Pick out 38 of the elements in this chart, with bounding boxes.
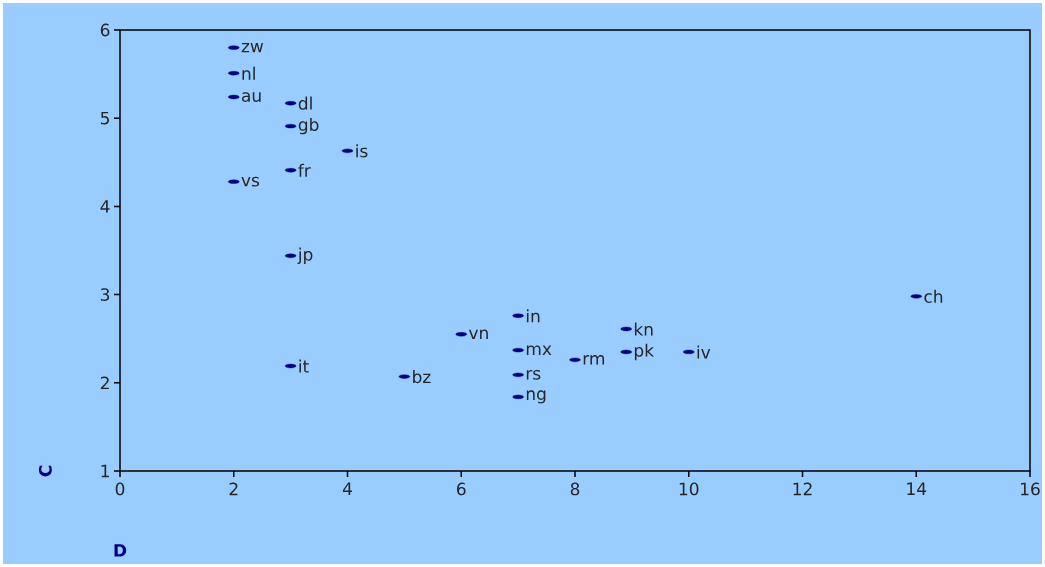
annotation: fr [298,163,311,177]
annotation: is [356,144,368,158]
y-tick-label: 2 [100,376,109,390]
x-tick-label: 0 [115,482,125,496]
annotation: vs [241,176,260,187]
x-tick-label: 10 [679,482,699,496]
annotation: ng [526,390,546,404]
x-tick-label: 6 [457,482,466,496]
x-tick-label: 12 [793,482,812,496]
y-axis-title: C [38,465,52,477]
y-tick-label: 5 [100,111,109,125]
annotation: iv [697,345,711,359]
annotation: au [241,92,261,102]
x-tick-label: 8 [570,482,580,496]
annotation: dl [298,96,312,110]
annotation: zw [241,42,264,53]
y-tick-label: 4 [100,200,110,213]
annotation: mx [526,345,552,355]
annotation: gb [298,117,319,135]
x-tick-label: 2 [229,482,238,496]
x-tick-label: 16 [1021,482,1040,496]
annotation: pk [634,343,654,361]
y-tick-label: 1 [101,464,109,478]
annotation: bz [413,370,431,384]
x-tick-label: 14 [907,482,927,495]
annotation: rm [583,355,605,365]
x-axis-title: D [114,544,127,557]
x-tick-label: 4 [342,482,352,495]
annotation: it [299,359,309,373]
y-tick-label: 6 [100,23,110,37]
annotation: rs [526,369,541,380]
annotation: nl [242,66,255,80]
annotation: vn [468,329,488,340]
y-tick-label: 3 [100,288,110,302]
annotation: kn [634,322,653,336]
annotation: in [526,309,540,323]
annotation: jp [297,247,313,264]
annotation: ch [924,289,943,303]
